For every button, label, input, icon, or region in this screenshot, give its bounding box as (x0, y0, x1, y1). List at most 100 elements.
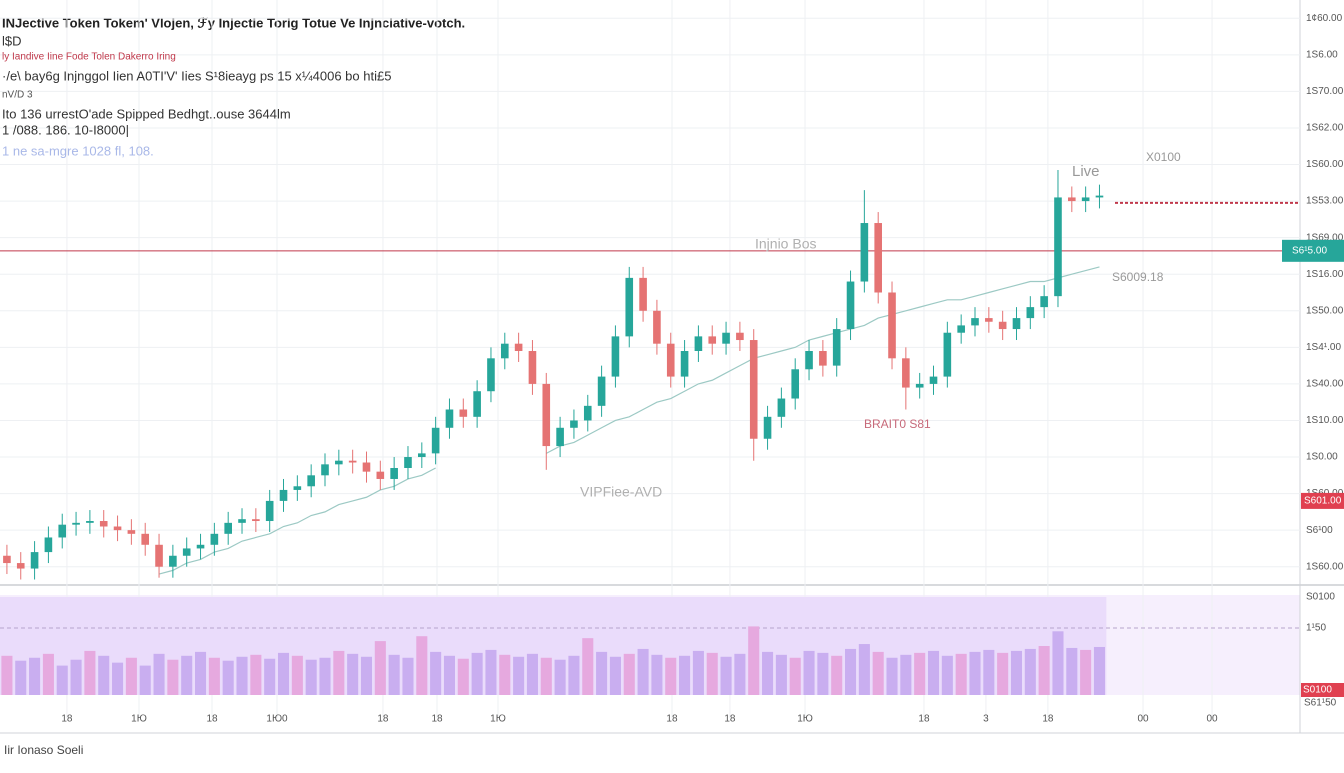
footer: Iir Ionaso Soeli (4, 743, 83, 757)
candle-body (196, 544, 205, 549)
candle-body (556, 427, 564, 447)
indicator-bar (98, 655, 110, 695)
indicator-bar (430, 651, 442, 695)
candle-body (155, 544, 163, 567)
indicator-bar (319, 657, 331, 695)
indicator-bar (997, 652, 1009, 695)
indicator-bar (900, 654, 912, 695)
candle-body (570, 420, 578, 428)
indicator-bar (181, 655, 193, 695)
candle-body (404, 457, 412, 468)
indicator-bar (748, 626, 760, 695)
x-tick-label: 18 (724, 714, 736, 725)
indicator-bar (139, 665, 151, 695)
indicator-bar (858, 644, 870, 695)
indicator-bar (208, 657, 220, 695)
annotation: VIPFiee-AVD (580, 484, 662, 500)
candle-body (680, 351, 689, 377)
y-tick-label: 1S60.00 (1306, 561, 1344, 572)
y-tick-label: 1S53.00 (1306, 196, 1344, 207)
annotation: Injnio Bos (755, 236, 816, 252)
chart-title: INJective Token Tokem' Vlojen, ℱy Inject… (2, 15, 465, 30)
indicator-bar (402, 657, 414, 695)
candle-body (390, 468, 398, 479)
candle-body (265, 500, 274, 522)
legend-line: nV/D 3 (2, 90, 33, 101)
candle-body (1081, 197, 1090, 202)
indicator-bar (609, 656, 621, 695)
candle-body (58, 524, 67, 538)
candle-body (238, 519, 246, 523)
candle-body (335, 460, 343, 465)
candle-body (1012, 318, 1021, 330)
indicator-bar (305, 659, 317, 695)
candle-body (500, 343, 509, 359)
indicator-bar (374, 641, 386, 695)
candle-body (860, 223, 869, 282)
price-badge-label: S601.00 (1304, 496, 1342, 507)
x-tick-label: 00 (1206, 714, 1218, 725)
indicator-bar (983, 649, 995, 695)
indicator-bar (291, 655, 303, 695)
y-tick-label: 1S10.00 (1306, 415, 1344, 426)
candle-body (846, 281, 855, 330)
indicator-fill (0, 597, 1107, 695)
indicator-bar (734, 653, 746, 695)
candle-body (542, 383, 551, 447)
y-tick-label: 1S40.00 (1306, 379, 1344, 390)
indicator-bar (845, 648, 857, 695)
indicator-bar (803, 650, 815, 695)
indicator-bar (125, 657, 137, 695)
candle-body (763, 416, 772, 439)
candle-body (321, 464, 329, 476)
annotation: Live (1072, 163, 1100, 180)
indicator-bar (56, 665, 68, 695)
candle-body (376, 471, 385, 479)
indicator-bar (29, 657, 41, 695)
indicator-bar (568, 655, 580, 695)
candle-body (44, 537, 53, 553)
candle-body (307, 475, 315, 487)
indicator-bar (554, 659, 566, 695)
price-badge (1282, 239, 1344, 262)
candle-body (459, 409, 468, 417)
indicator-bar (1093, 646, 1105, 695)
indicator-bar (167, 659, 179, 695)
indicator-bar (250, 654, 262, 695)
indicator-bar (775, 654, 787, 695)
y-tick-label: S6¹00 (1306, 525, 1333, 536)
candle-body (1068, 197, 1076, 202)
indicator-bar (927, 650, 940, 695)
indicator-bar (706, 652, 718, 695)
candle-body (279, 489, 288, 501)
indicator-bar (886, 657, 898, 695)
indicator-bar (969, 651, 981, 695)
x-tick-label: 18 (918, 714, 930, 725)
y-tick-label: 1S4¹.00 (1306, 342, 1341, 353)
candle-body (666, 343, 675, 377)
candle-body (736, 332, 744, 341)
price-badge-label: S6¹5.00 (1292, 245, 1327, 256)
indicator-bar (388, 654, 400, 695)
indicator-bar (222, 660, 234, 695)
moving-average (545, 266, 1100, 454)
candle-body (473, 391, 481, 417)
candle-body (749, 340, 758, 439)
candle-body (998, 321, 1007, 330)
y-tick-label: 1S6.00 (1306, 49, 1338, 60)
candle-body (348, 460, 357, 463)
indicator-label: S0100 (1306, 592, 1335, 603)
indicator-bar (112, 662, 124, 695)
candle-body (708, 336, 717, 344)
indicator-bar (762, 651, 774, 695)
indicator-bar (941, 655, 953, 695)
candle-body (86, 521, 94, 523)
indicator-bar (84, 650, 96, 695)
candle-body (971, 318, 979, 326)
indicator-bar (360, 656, 373, 695)
indicator-bar (416, 636, 428, 695)
y-tick-label: 1S62.00 (1306, 123, 1344, 134)
indicator-bar (277, 652, 290, 695)
